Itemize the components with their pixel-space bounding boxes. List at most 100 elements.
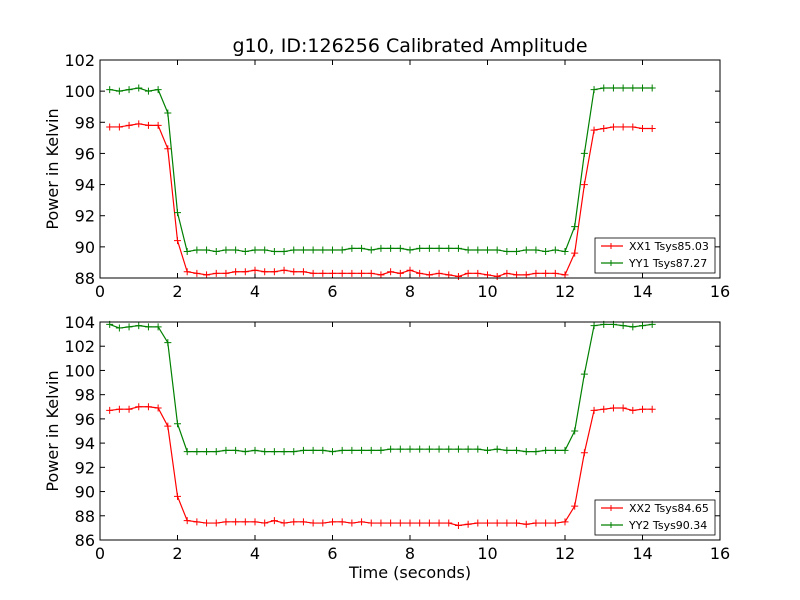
bottom-series-1-point	[542, 446, 550, 454]
top-series-1-point	[464, 246, 472, 254]
bottom-x-tick-label: 16	[710, 544, 730, 563]
bottom-series-0-point	[164, 422, 172, 430]
bottom-series-1-point	[251, 446, 259, 454]
top-ticks: 0 2 4 6 8 10 12 14 16 88 90 92 94 96 98 100 102	[64, 51, 730, 301]
top-y-tick-label: 92	[75, 207, 95, 226]
top-y-tick-label: 90	[75, 238, 95, 257]
top-x-tick-label: 14	[632, 282, 652, 301]
bottom-series-0-point	[445, 519, 453, 527]
top-series-0-point	[396, 269, 404, 277]
top-series-0-point	[135, 120, 143, 128]
top-series-1-point	[125, 86, 133, 94]
bottom-x-tick-label: 10	[477, 544, 497, 563]
bottom-series-1-point	[183, 448, 191, 456]
top-y-tick-label: 102	[64, 51, 95, 70]
bottom-x-axis-label: Time (seconds)	[348, 563, 471, 582]
top-series-0-point	[203, 271, 211, 279]
top-series-0-point	[299, 268, 307, 276]
top-series-1-point	[299, 246, 307, 254]
top-series-1-point	[629, 84, 637, 92]
top-series-0-point	[270, 268, 278, 276]
bottom-series-0-point	[106, 406, 114, 414]
top-x-tick-label: 2	[172, 282, 182, 301]
bottom-series-1-point	[532, 448, 540, 456]
bottom-series-0-point	[125, 405, 133, 413]
bottom-series-1-point	[561, 446, 569, 454]
top-series-1-point	[416, 244, 424, 252]
top-series-0-point	[154, 121, 162, 129]
bottom-series-0-point	[270, 517, 278, 525]
bottom-series-1-point	[454, 445, 462, 453]
top-series-1-point	[503, 248, 511, 256]
bottom-series-1-point	[639, 322, 646, 330]
bottom-series-0-point	[183, 517, 191, 525]
top-series-1-point	[551, 246, 559, 254]
top-series-0-point	[367, 269, 375, 277]
top-series-1-point	[639, 84, 646, 92]
top-series-1-point	[193, 246, 201, 254]
top-series-0-point	[464, 269, 472, 277]
bottom-series-0-point	[561, 518, 569, 526]
bottom-series-0-point	[348, 519, 356, 527]
bottom-series-1-point	[503, 446, 511, 454]
top-series-1-point	[522, 246, 530, 254]
top-series-0-point	[629, 123, 637, 131]
top-series-0-point	[329, 269, 336, 277]
bottom-y-tick-label: 96	[75, 410, 95, 429]
top-series-0-point	[600, 125, 608, 133]
bottom-series-0-point	[358, 518, 366, 526]
top-series-1-point	[377, 244, 385, 252]
top-legend-marker-xx1	[608, 243, 614, 249]
bottom-series-0-point	[251, 518, 259, 526]
top-series-1-point	[329, 246, 336, 254]
top-series-0-point	[542, 269, 550, 277]
bottom-series-1-point	[290, 448, 298, 456]
bottom-series-0-point	[261, 519, 269, 527]
bottom-legend-marker-yy2	[608, 522, 614, 528]
bottom-series-1-point	[203, 448, 211, 456]
top-series-1-point	[280, 248, 288, 256]
top-series-0-point	[561, 271, 569, 279]
top-series-0-point	[348, 269, 356, 277]
bottom-series-1-point	[358, 446, 366, 454]
bottom-series-0-point	[144, 403, 152, 411]
bottom-series-0-point	[135, 403, 143, 411]
top-series-0-point	[493, 272, 501, 280]
bottom-series-0-point	[513, 519, 521, 527]
top-series-0-point	[144, 121, 152, 129]
bottom-y-tick-label: 90	[75, 483, 95, 502]
top-series-0-point	[619, 123, 627, 131]
bottom-series-1-point	[144, 323, 152, 331]
bottom-legend-label-yy2: YY2 Tsys90.34	[628, 519, 707, 532]
bottom-series-1-point	[348, 446, 356, 454]
top-series-1-point	[493, 246, 501, 254]
top-series-0-point	[590, 126, 598, 134]
bottom-series-1-point	[232, 446, 240, 454]
bottom-series-1-point	[309, 446, 317, 454]
bottom-legend-label-xx2: XX2 Tsys84.65	[629, 502, 709, 515]
top-series-1-point	[183, 248, 191, 256]
top-series-0-point	[290, 268, 298, 276]
top-legend-label-xx1: XX1 Tsys85.03	[629, 240, 709, 253]
top-legend-label-yy1: YY1 Tsys87.27	[628, 257, 707, 270]
top-series-0-point	[106, 123, 114, 131]
bottom-legend-box	[594, 499, 716, 536]
bottom-series-1-point	[464, 445, 472, 453]
bottom-series-1-point	[629, 323, 637, 331]
top-legend-box	[594, 237, 716, 274]
top-series-1-point	[203, 246, 211, 254]
bottom-series-1-point	[329, 448, 336, 456]
top-series-0-point	[358, 269, 366, 277]
top-series-0-point	[445, 271, 453, 279]
top-series-0-point	[416, 269, 424, 277]
top-series-0-point	[522, 271, 530, 279]
bottom-legend: XX2 Tsys84.65 YY2 Tsys90.34	[594, 499, 716, 536]
top-series-0-point	[425, 271, 433, 279]
top-series-1-point	[532, 246, 540, 254]
bottom-x-tick-label: 4	[250, 544, 260, 563]
top-series-1-point	[513, 248, 521, 256]
top-series-1-point	[484, 246, 491, 254]
bottom-series-1-point	[590, 322, 598, 330]
top-series-1-point	[135, 84, 143, 92]
top-series-0-point	[503, 269, 511, 277]
